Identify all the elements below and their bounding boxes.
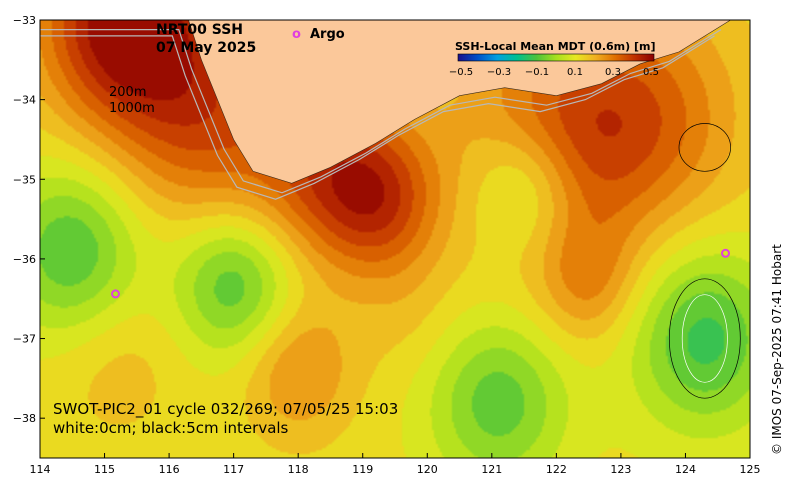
colorbar-tick-1: −0.3 [487,67,511,78]
colorbar: SSH-Local Mean MDT (0.6m) [m] −0.5 −0.3 −0… [449,40,659,78]
swath-contour-2 [678,123,731,172]
contour-caption: white:0cm; black:5cm intervals [53,419,289,437]
x-tick-label-0: 114 [30,463,51,476]
x-tick-label-8: 122 [546,463,567,476]
isobath-1000m-label: 1000m [109,101,155,116]
y-axis-latitude: −33 −34 −35 −36 −37 −38 [13,14,45,425]
colorbar-tick-3: 0.1 [567,67,583,78]
argo-legend-marker: o [292,27,301,42]
credit-text: © IMOS 07-Sep-2025 07:41 Hobart [770,244,784,455]
isobath-200m-label: 200m [109,85,146,100]
y-tick-label-3: −36 [13,253,36,266]
x-tick-label-10: 124 [675,463,696,476]
y-tick-label-5: −38 [13,412,36,425]
x-tick-label-1: 115 [94,463,115,476]
x-tick-label-7: 121 [481,463,502,476]
isobath-200m-line [40,29,722,194]
y-tick-label-2: −35 [13,173,36,186]
colorbar-tick-2: −0.1 [525,67,549,78]
y-tick-label-4: −37 [13,333,36,346]
x-tick-label-2: 116 [159,463,180,476]
x-tick-label-5: 119 [352,463,373,476]
argo-legend-label: Argo [310,27,345,42]
colorbar-title: SSH-Local Mean MDT (0.6m) [m] [455,40,655,53]
y-tick-label-0: −33 [13,14,36,27]
colorbar-tick-4: 0.3 [605,67,621,78]
x-tick-label-4: 118 [288,463,309,476]
y-tick-label-1: −34 [13,94,36,107]
map-title: NRT00 SSH [156,22,243,38]
argo-float-1[interactable] [721,248,730,258]
x-axis-longitude: 114 115 116 117 118 119 120 121 122 123 124 125 [30,453,761,476]
swath-contour-0 [681,294,728,383]
colorbar-tick-5: 0.5 [643,67,659,78]
map-date: 07 May 2025 [156,40,256,56]
argo-float-0[interactable] [111,289,120,299]
isobath-1000m-line [40,35,715,200]
colorbar-ticks: −0.5 −0.3 −0.1 0.1 0.3 0.5 [449,67,659,78]
argo-float-markers [111,248,730,299]
swath-caption: SWOT-PIC2_01 cycle 032/269; 07/05/25 15:… [53,400,398,419]
colorbar-tick-0: −0.5 [449,67,473,78]
plot-area [40,20,750,458]
x-tick-label-3: 117 [223,463,244,476]
x-tick-label-9: 123 [610,463,631,476]
swot-swath-contours [668,123,741,399]
colorbar-bar [457,53,655,62]
plot-frame [39,19,751,459]
x-tick-label-6: 120 [417,463,438,476]
x-tick-label-11: 125 [740,463,761,476]
swath-contour-1 [668,278,741,399]
